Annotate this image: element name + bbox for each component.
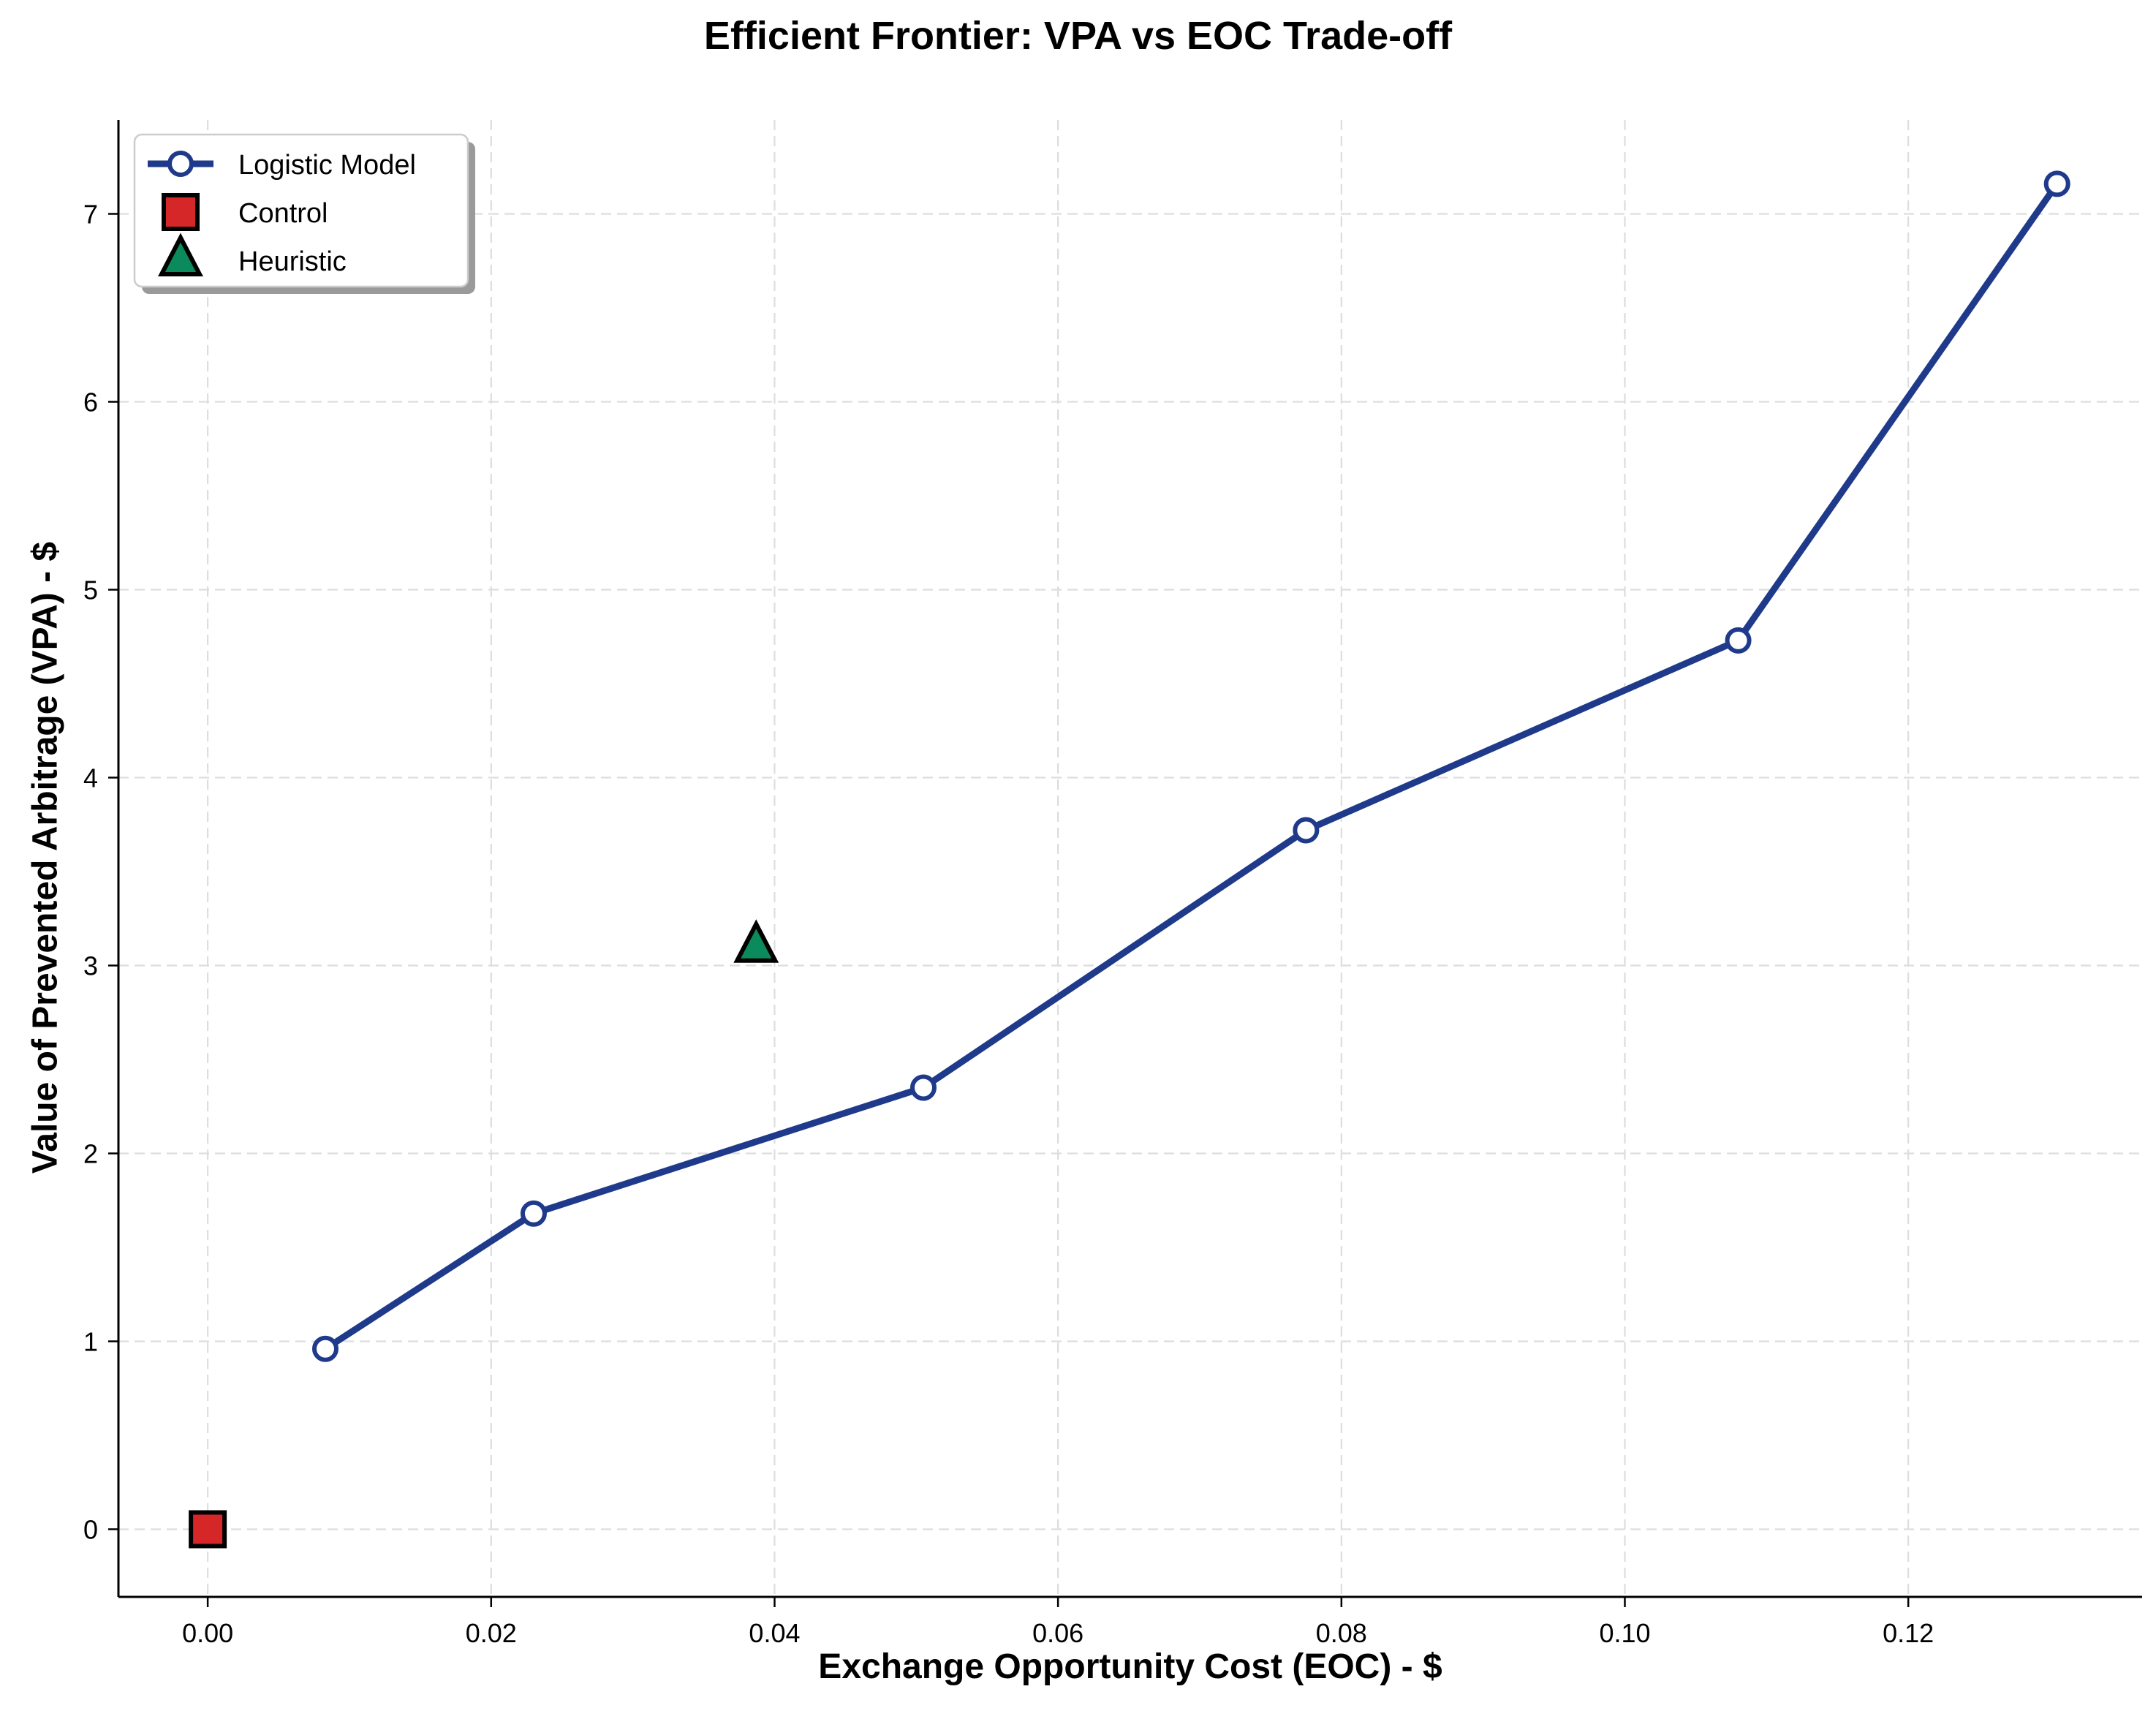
series-heuristic [733, 919, 779, 963]
legend-label-1: Control [238, 198, 328, 229]
y-tick-label-0: 0 [83, 1514, 98, 1544]
series-control [189, 1510, 227, 1549]
legend-entry-1: Control [162, 193, 328, 231]
legend-entry-0: Logistic Model [148, 150, 416, 181]
y-tick-label-6: 6 [83, 387, 98, 417]
data-series [189, 170, 2070, 1549]
series-logistic-model [312, 170, 2070, 1362]
axes [117, 120, 2142, 1598]
legend-label-2: Heuristic [238, 246, 347, 277]
legend-marker-1 [162, 193, 200, 231]
y-tick-label-4: 4 [83, 763, 98, 793]
data-point-1-0 [189, 1510, 227, 1549]
data-point-0-4 [1725, 627, 1752, 654]
x-tick-label-0: 0.00 [182, 1618, 233, 1648]
legend-marker-2 [158, 233, 203, 276]
data-point-2-0 [733, 919, 779, 963]
y-tick-label-7: 7 [83, 199, 98, 229]
x-tick-label-5: 0.10 [1599, 1618, 1650, 1648]
data-point-0-2 [909, 1074, 937, 1101]
data-point-0-5 [2043, 170, 2070, 197]
y-axis-label-container: Value of Prevented Arbitrage (VPA) - $ [0, 0, 73, 1719]
series-line-0 [323, 181, 2060, 1352]
x-tick-label-2: 0.04 [749, 1618, 800, 1648]
data-point-0-1 [520, 1200, 547, 1227]
tick-marks: 0.00 0.02 0.04 0.06 0.08 0.10 0.12 0 1 2 3 4 5 6 7 [83, 199, 1934, 1648]
y-axis-label: Value of Prevented Arbitrage (VPA) - $ [26, 541, 65, 1174]
data-point-0-3 [1293, 817, 1320, 844]
y-tick-label-1: 1 [83, 1326, 98, 1356]
x-tick-label-6: 0.12 [1883, 1618, 1934, 1648]
x-tick-label-3: 0.06 [1032, 1618, 1083, 1648]
y-tick-label-2: 2 [83, 1138, 98, 1168]
data-point-0-0 [312, 1335, 339, 1362]
legend-label-0: Logistic Model [238, 150, 416, 181]
legend: Logistic Model Control Heuristic [133, 133, 475, 294]
legend-marker-0 [167, 151, 194, 177]
y-tick-label-5: 5 [83, 575, 98, 605]
legend-box [133, 133, 469, 288]
grid-lines [118, 120, 2142, 1597]
x-tick-label-1: 0.02 [466, 1618, 517, 1648]
legend-entry-2: Heuristic [158, 233, 347, 277]
x-tick-label-4: 0.08 [1316, 1618, 1367, 1648]
y-tick-label-3: 3 [83, 951, 98, 981]
chart-title: Efficient Frontier: VPA vs EOC Trade-off [703, 14, 1453, 58]
x-axis-label: Exchange Opportunity Cost (EOC) - $ [818, 1647, 1442, 1686]
